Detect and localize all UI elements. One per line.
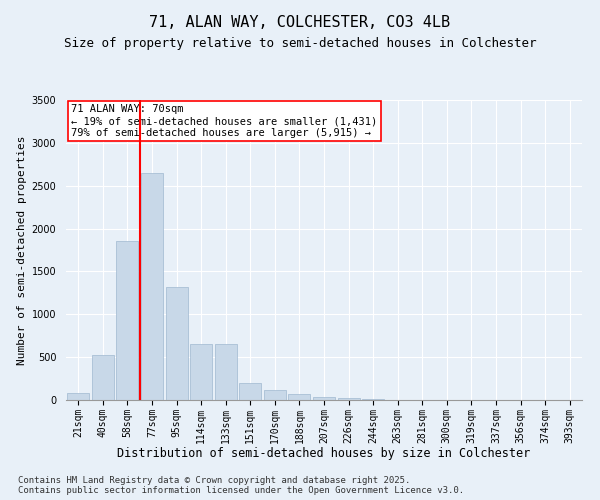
Bar	[190, 344, 212, 400]
Text: Contains HM Land Registry data © Crown copyright and database right 2025.
Contai: Contains HM Land Registry data © Crown c…	[18, 476, 464, 495]
Bar	[116, 242, 139, 400]
Bar	[289, 394, 310, 400]
Bar	[92, 356, 114, 400]
Bar	[239, 383, 262, 400]
Bar	[313, 398, 335, 400]
Text: Size of property relative to semi-detached houses in Colchester: Size of property relative to semi-detach…	[64, 38, 536, 51]
Bar	[67, 393, 89, 400]
Text: 71 ALAN WAY: 70sqm
← 19% of semi-detached houses are smaller (1,431)
79% of semi: 71 ALAN WAY: 70sqm ← 19% of semi-detache…	[71, 104, 377, 138]
Bar	[362, 399, 384, 400]
Bar	[215, 344, 237, 400]
Bar	[264, 390, 286, 400]
Bar	[166, 287, 188, 400]
Bar	[338, 398, 359, 400]
Text: 71, ALAN WAY, COLCHESTER, CO3 4LB: 71, ALAN WAY, COLCHESTER, CO3 4LB	[149, 15, 451, 30]
Y-axis label: Number of semi-detached properties: Number of semi-detached properties	[17, 135, 28, 365]
X-axis label: Distribution of semi-detached houses by size in Colchester: Distribution of semi-detached houses by …	[118, 447, 530, 460]
Bar	[141, 173, 163, 400]
